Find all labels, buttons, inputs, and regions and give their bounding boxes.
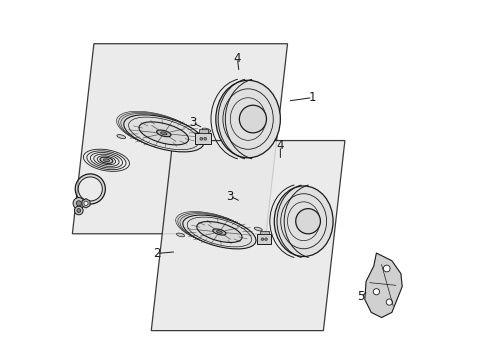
Ellipse shape bbox=[121, 113, 202, 151]
Circle shape bbox=[73, 198, 84, 209]
Text: 5: 5 bbox=[357, 290, 364, 303]
Circle shape bbox=[76, 201, 81, 206]
Text: 2: 2 bbox=[153, 247, 160, 260]
Ellipse shape bbox=[123, 115, 203, 152]
Text: 1: 1 bbox=[308, 91, 316, 104]
Circle shape bbox=[386, 299, 391, 305]
Ellipse shape bbox=[175, 212, 250, 246]
Polygon shape bbox=[82, 199, 90, 208]
Ellipse shape bbox=[178, 213, 252, 247]
Ellipse shape bbox=[216, 231, 222, 233]
Ellipse shape bbox=[254, 227, 262, 231]
Ellipse shape bbox=[212, 229, 225, 235]
Polygon shape bbox=[72, 44, 287, 234]
Circle shape bbox=[372, 289, 379, 295]
Text: 3: 3 bbox=[226, 190, 233, 203]
Bar bbox=[198, 129, 207, 133]
Bar bbox=[195, 133, 211, 144]
Ellipse shape bbox=[156, 130, 171, 137]
Ellipse shape bbox=[176, 233, 184, 237]
Polygon shape bbox=[75, 174, 105, 204]
Circle shape bbox=[203, 137, 206, 140]
Ellipse shape bbox=[183, 215, 255, 249]
Circle shape bbox=[383, 265, 389, 272]
Circle shape bbox=[74, 206, 83, 215]
Ellipse shape bbox=[139, 122, 188, 145]
Ellipse shape bbox=[103, 159, 109, 162]
Ellipse shape bbox=[215, 80, 280, 158]
Circle shape bbox=[200, 137, 203, 140]
Ellipse shape bbox=[116, 111, 198, 149]
Circle shape bbox=[261, 238, 263, 240]
Ellipse shape bbox=[117, 135, 125, 139]
Ellipse shape bbox=[295, 209, 320, 234]
Circle shape bbox=[77, 208, 81, 212]
Circle shape bbox=[264, 238, 267, 240]
Ellipse shape bbox=[196, 221, 242, 243]
Text: 3: 3 bbox=[188, 116, 196, 129]
Text: 4: 4 bbox=[233, 51, 241, 64]
Ellipse shape bbox=[180, 214, 254, 248]
Ellipse shape bbox=[202, 128, 210, 132]
Bar bbox=[260, 230, 268, 234]
Text: 4: 4 bbox=[276, 139, 284, 152]
Ellipse shape bbox=[274, 186, 332, 257]
Polygon shape bbox=[364, 253, 402, 318]
Bar bbox=[257, 234, 271, 244]
Polygon shape bbox=[151, 140, 344, 330]
Ellipse shape bbox=[160, 132, 167, 135]
Ellipse shape bbox=[239, 105, 266, 133]
Ellipse shape bbox=[119, 112, 200, 150]
Ellipse shape bbox=[100, 157, 113, 163]
Circle shape bbox=[84, 201, 88, 206]
